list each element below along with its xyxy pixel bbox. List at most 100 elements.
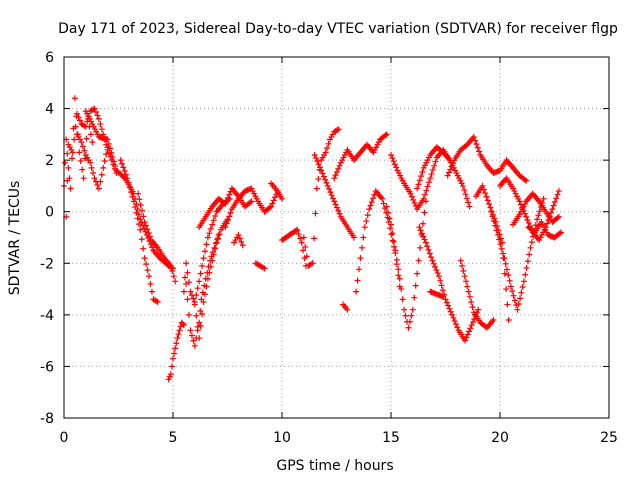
data-point <box>502 260 509 267</box>
data-point <box>417 227 424 234</box>
data-point <box>139 207 146 214</box>
data-point <box>261 265 268 272</box>
series-arc-32 <box>510 190 562 228</box>
data-point <box>462 278 469 285</box>
data-point <box>399 296 406 303</box>
data-point <box>450 314 457 321</box>
data-point <box>486 200 493 207</box>
data-point <box>77 158 84 165</box>
data-point <box>409 306 416 313</box>
data-point <box>200 298 207 305</box>
data-point <box>146 233 153 240</box>
data-point <box>472 137 479 144</box>
data-point <box>216 231 223 238</box>
data-point <box>64 150 71 157</box>
data-point <box>269 200 276 207</box>
data-point <box>183 280 190 287</box>
data-point <box>468 298 475 305</box>
data-point <box>420 195 427 202</box>
data-point <box>110 158 117 165</box>
data-point <box>418 230 425 237</box>
data-point <box>490 317 497 324</box>
data-point <box>388 221 394 228</box>
data-point <box>367 202 374 209</box>
data-point <box>462 337 469 344</box>
series-arc-16 <box>279 226 309 269</box>
data-point <box>555 213 562 220</box>
data-point <box>393 256 400 263</box>
data-point <box>388 151 394 158</box>
data-point <box>144 267 151 274</box>
data-point <box>527 244 534 251</box>
data-point <box>479 182 486 189</box>
data-point <box>510 292 517 299</box>
data-point <box>445 169 452 176</box>
data-point <box>141 255 148 262</box>
data-point <box>516 198 523 205</box>
data-point <box>191 342 198 349</box>
series-arc-31 <box>497 175 562 244</box>
data-point <box>466 328 473 335</box>
data-point <box>411 294 418 301</box>
data-point <box>176 327 183 334</box>
data-point <box>389 237 396 244</box>
data-point <box>311 151 318 158</box>
data-point <box>398 286 405 293</box>
data-point <box>385 209 392 216</box>
data-point <box>414 270 421 277</box>
data-point <box>137 202 144 209</box>
data-point <box>324 145 331 152</box>
data-point <box>469 304 476 311</box>
data-point <box>463 334 470 341</box>
data-point <box>98 126 105 133</box>
data-point <box>94 112 101 119</box>
data-point <box>170 273 177 280</box>
data-point <box>324 182 331 189</box>
data-point <box>71 136 78 143</box>
data-point <box>422 239 429 246</box>
data-point <box>74 110 81 117</box>
data-point <box>361 224 368 231</box>
series-arc-26 <box>416 224 482 344</box>
data-points <box>61 95 565 383</box>
data-point <box>214 236 221 243</box>
data-point <box>212 240 219 247</box>
data-point <box>548 209 555 216</box>
data-point <box>457 257 464 264</box>
series-arc-11 <box>196 185 255 231</box>
data-point <box>227 209 234 216</box>
series-arc-33 <box>525 219 565 241</box>
data-point <box>424 183 431 190</box>
data-point <box>184 296 191 303</box>
data-point <box>136 196 143 203</box>
data-point <box>395 272 402 279</box>
data-point <box>474 144 481 151</box>
data-point <box>555 188 562 195</box>
data-point <box>460 268 467 275</box>
data-point <box>496 231 503 238</box>
data-point <box>454 324 461 331</box>
data-point <box>193 292 200 299</box>
y-tick-label: -6 <box>40 359 54 375</box>
data-point <box>483 193 490 200</box>
x-axis-label: GPS time / hours <box>276 458 393 474</box>
data-point <box>475 306 482 313</box>
data-point <box>206 269 213 276</box>
data-point <box>187 288 194 295</box>
data-point <box>211 244 218 251</box>
data-point <box>442 296 449 303</box>
data-point <box>180 322 187 329</box>
data-point <box>473 141 480 148</box>
data-point <box>80 175 87 182</box>
data-point <box>298 239 305 246</box>
data-point <box>350 234 357 241</box>
data-point <box>466 203 473 210</box>
series-arc-18 <box>311 151 357 241</box>
data-point <box>135 221 142 228</box>
data-point <box>492 219 499 226</box>
data-point <box>464 283 471 290</box>
series-arc-17 <box>300 126 342 269</box>
data-point <box>521 210 528 217</box>
data-point <box>423 187 430 194</box>
data-point <box>328 192 335 199</box>
